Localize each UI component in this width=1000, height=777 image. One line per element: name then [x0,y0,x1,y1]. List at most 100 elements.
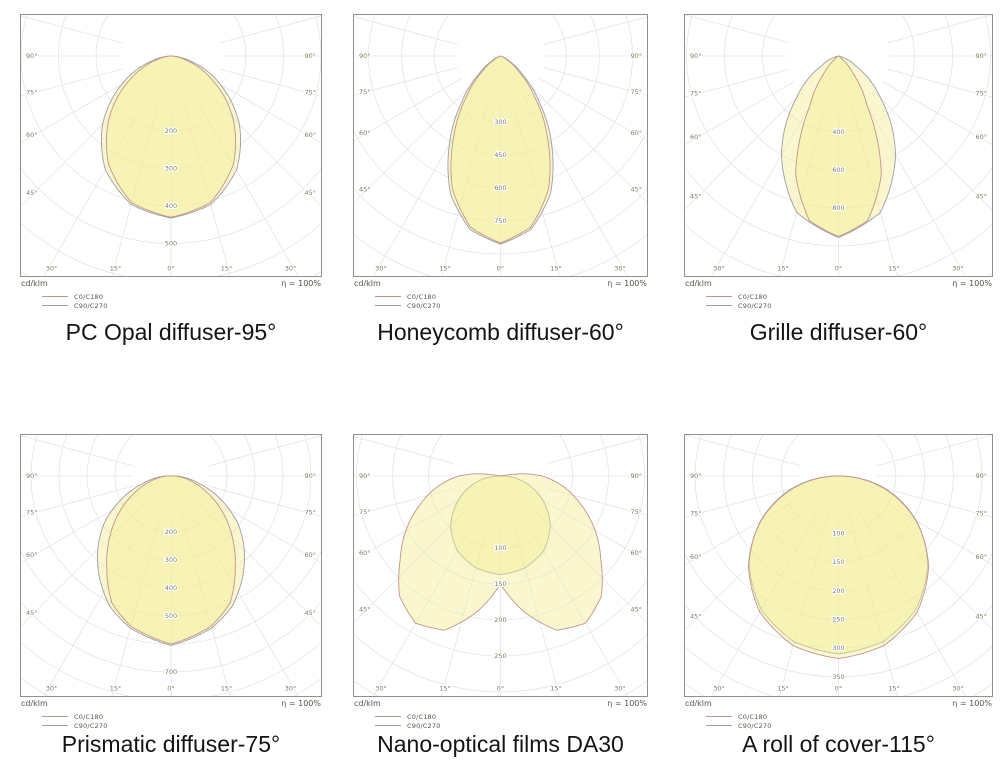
polar-diagram: 100 150 200 250 90° 90° 75° 75° 60° 60° 45° 45° 30° 3… [353,434,648,697]
caption-grille: Grille diffuser-60° [749,319,928,345]
svg-text:150: 150 [832,558,844,566]
caption-pc-opal: PC Opal diffuser-95° [65,319,277,345]
svg-text:600: 600 [494,184,506,192]
svg-text:90°: 90° [304,52,316,60]
svg-text:45°: 45° [26,609,38,617]
legend-line-swatch [706,725,732,726]
svg-text:60°: 60° [26,131,38,139]
diagram-cell-prismatic: 200 300 400 500 700 90° 90° 75° 75° 60° 60° 45° 45° 3… [20,434,322,730]
curve-c0-c180 [450,55,551,244]
diagram-cell-grille: 400 600 800 90° 90° 75° 75° 60° 60° 45° 45° 30° 30° 1… [684,14,993,310]
legend-label: C0/C180 [74,292,104,301]
legend: C0/C180 C90/C270 [353,712,648,730]
legend-line-swatch [375,305,401,306]
diagram-cell-roll-cover: 100 150 200 250 300 350 90° 90° 75° 75° 60° 60° 45° 4… [684,434,993,730]
svg-text:750: 750 [494,217,506,225]
svg-text:90°: 90° [359,472,371,480]
svg-text:15°: 15° [439,265,451,273]
svg-text:15°: 15° [888,685,900,693]
svg-text:300: 300 [494,118,506,126]
svg-text:0°: 0° [167,265,174,273]
svg-text:75°: 75° [359,508,371,516]
legend-line-swatch [375,296,401,297]
legend-row: C0/C180 [42,712,322,721]
polar-photometric-chart: 200 300 400 500 90° 90° 75° 75° 60° 60° 45° 45° 30° 3… [20,14,322,277]
legend-label: C90/C270 [74,301,108,310]
svg-text:30°: 30° [713,685,725,693]
legend-row: C0/C180 [706,292,993,301]
svg-text:200: 200 [165,528,177,536]
legend-row: C90/C270 [42,301,322,310]
legend: C0/C180 C90/C270 [20,292,322,310]
svg-text:15°: 15° [888,265,900,273]
svg-text:200: 200 [165,127,177,135]
unit-label: cd/klm [21,699,48,708]
legend-row: C0/C180 [42,292,322,301]
polar-photometric-chart: 100 150 200 250 300 350 90° 90° 75° 75° 60° 60° 45° 4… [684,434,993,697]
legend: C0/C180 C90/C270 [20,712,322,730]
svg-text:45°: 45° [630,606,642,614]
svg-text:250: 250 [832,616,844,624]
svg-text:15°: 15° [550,685,562,693]
svg-text:75°: 75° [690,510,702,518]
svg-text:45°: 45° [304,189,316,197]
efficiency-label: η = 100% [607,699,647,708]
svg-text:800: 800 [832,204,844,212]
svg-text:350: 350 [832,673,844,681]
curve-c90-c270 [97,475,245,646]
svg-text:45°: 45° [690,613,702,621]
svg-text:30°: 30° [285,265,297,273]
polar-diagram: 300 450 600 750 90° 90° 75° 75° 60° 60° 45° 45° 30° 3… [353,14,648,277]
svg-text:45°: 45° [630,186,642,194]
legend-label: C90/C270 [738,721,772,730]
svg-text:60°: 60° [304,551,316,559]
svg-text:60°: 60° [304,131,316,139]
svg-text:30°: 30° [285,685,297,693]
caption-honeycomb: Honeycomb diffuser-60° [377,319,624,345]
legend-row: C0/C180 [375,712,648,721]
svg-text:30°: 30° [375,685,387,693]
svg-text:30°: 30° [614,685,626,693]
legend-line-swatch [375,716,401,717]
svg-text:0°: 0° [497,265,504,273]
legend-line-swatch [42,725,68,726]
svg-text:15°: 15° [110,265,122,273]
svg-text:60°: 60° [359,549,371,557]
legend-row: C90/C270 [42,721,322,730]
legend-row: C90/C270 [375,721,648,730]
legend-label: C0/C180 [738,292,768,301]
svg-text:150: 150 [494,580,506,588]
polar-photometric-chart: 300 450 600 750 90° 90° 75° 75° 60° 60° 45° 45° 30° 3… [353,14,648,277]
svg-text:15°: 15° [439,685,451,693]
legend-label: C0/C180 [407,292,437,301]
svg-text:75°: 75° [304,509,316,517]
svg-text:90°: 90° [304,472,316,480]
caption-prismatic: Prismatic diffuser-75° [61,731,281,757]
svg-text:90°: 90° [630,472,642,480]
diagram-cell-pc-opal: 200 300 400 500 90° 90° 75° 75° 60° 60° 45° 45° 30° 3… [20,14,322,310]
legend-line-swatch [706,305,732,306]
curve-c0-c180 [795,55,882,237]
svg-text:90°: 90° [975,52,987,60]
polar-photometric-chart: 400 600 800 90° 90° 75° 75° 60° 60° 45° 45° 30° 30° 1… [684,14,993,277]
legend-line-swatch [42,716,68,717]
svg-text:45°: 45° [359,606,371,614]
svg-text:75°: 75° [359,88,371,96]
svg-text:100: 100 [832,529,844,537]
legend-row: C0/C180 [375,292,648,301]
svg-text:75°: 75° [304,89,316,97]
curve-c0-c180 [398,473,603,631]
polar-diagram: 400 600 800 90° 90° 75° 75° 60° 60° 45° 45° 30° 30° 1… [684,14,993,277]
svg-text:30°: 30° [713,265,725,273]
caption-roll-cover: A roll of cover-115° [742,731,935,757]
efficiency-label: η = 100% [952,699,992,708]
svg-text:60°: 60° [630,549,642,557]
svg-text:600: 600 [832,166,844,174]
svg-text:200: 200 [832,587,844,595]
svg-text:60°: 60° [690,553,702,561]
legend-label: C90/C270 [74,721,108,730]
svg-text:15°: 15° [777,265,789,273]
svg-text:75°: 75° [26,509,38,517]
unit-label: cd/klm [21,279,48,288]
svg-text:75°: 75° [26,89,38,97]
